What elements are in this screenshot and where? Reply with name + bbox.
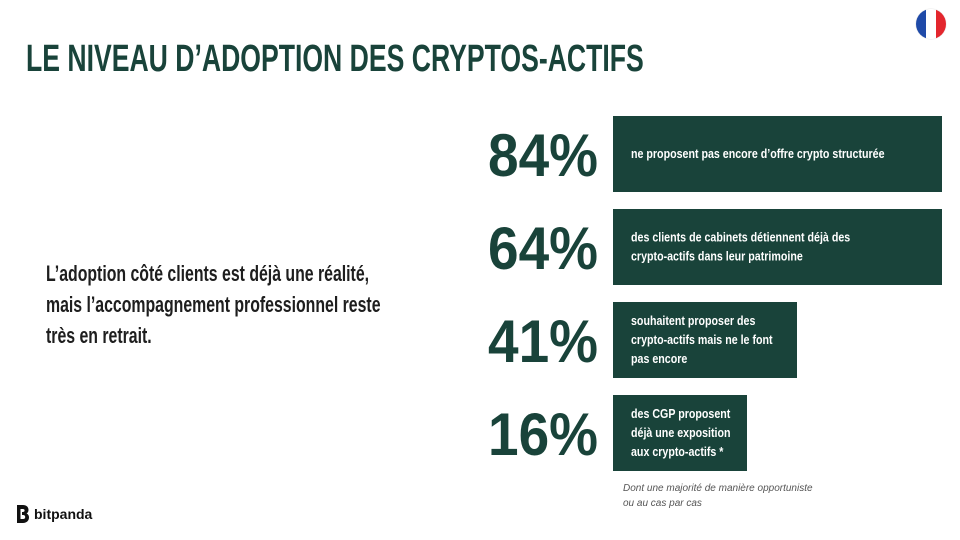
bar-description-line: déjà une exposition: [631, 425, 731, 440]
bar-3: [613, 302, 797, 378]
logo-text: bitpanda: [34, 506, 93, 522]
key-message: L’adoption côté clients est déjà une réa…: [46, 261, 381, 348]
france-flag-icon: [916, 9, 946, 39]
bar-description-line: des CGP proposent: [631, 406, 731, 421]
bar-1: [613, 116, 942, 192]
flag-stripe-blue: [916, 9, 926, 39]
bar-4: [613, 395, 747, 471]
bitpanda-logo-icon: [17, 505, 29, 523]
bitpanda-logo: bitpanda: [14, 503, 92, 525]
bar-value-label: 84%: [488, 122, 598, 189]
bar-2: [613, 209, 942, 285]
bar-description-line: des clients de cabinets détiennent déjà …: [631, 230, 850, 245]
bar-value-label: 64%: [488, 215, 598, 282]
bar-description-line: aux crypto-actifs *: [631, 444, 724, 459]
bar-description-line: pas encore: [631, 351, 687, 366]
bar-description-line: souhaitent proposer des: [631, 313, 755, 328]
flag-stripe-white: [926, 9, 936, 39]
flag-stripe-red: [936, 9, 946, 39]
bar-description-line: ne proposent pas encore d’offre crypto s…: [631, 146, 885, 161]
bar-value-label: 16%: [488, 401, 598, 468]
bar-description-line: crypto-actifs mais ne le font: [631, 332, 773, 347]
footnote: Dont une majorité de manière opportunist…: [623, 483, 813, 509]
bar-description-line: crypto-actifs dans leur patrimoine: [631, 249, 803, 264]
bar-value-label: 41%: [488, 308, 598, 375]
